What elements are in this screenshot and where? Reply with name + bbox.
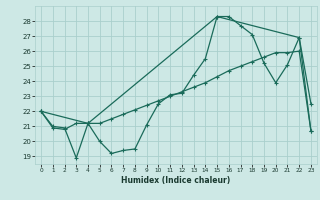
X-axis label: Humidex (Indice chaleur): Humidex (Indice chaleur): [121, 176, 231, 185]
